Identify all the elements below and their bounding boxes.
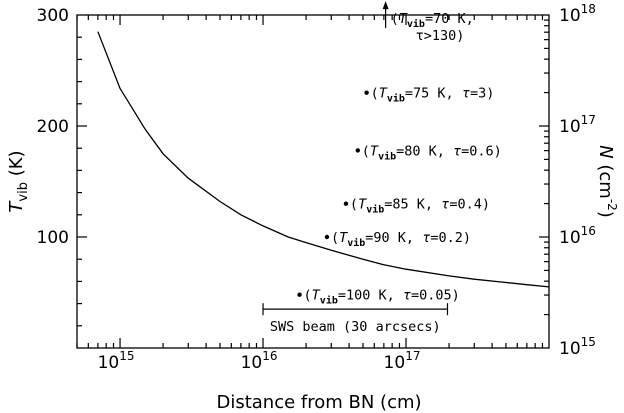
point-label: (Tvib=75 K, τ=3)	[371, 86, 495, 105]
x-tick-label: 1015	[98, 349, 135, 373]
point-label-tvib: =75 K,	[405, 86, 462, 102]
point-label-t: T	[312, 288, 321, 304]
y-right-tick-exp: 16	[581, 224, 596, 238]
data-point	[324, 234, 330, 240]
point-label-tvib: =100 K,	[338, 288, 403, 304]
point-label-sub: vib	[347, 237, 365, 249]
x-tick-base: 10	[98, 353, 120, 373]
point-label-t: T	[339, 230, 348, 246]
point-label-paren: (	[362, 143, 370, 159]
point-label-tau: τ	[462, 86, 470, 102]
y-right-label-unit: (cm	[595, 164, 616, 198]
y-left-label-unit: (K)	[6, 150, 27, 182]
upper-limit-label-line1: (Tvib=70 K,	[391, 11, 474, 30]
x-tick-exp: 15	[119, 349, 134, 363]
y-left-tick-label: 100	[37, 228, 69, 248]
y-left-label-main: T	[6, 200, 27, 213]
x-tick-base: 10	[241, 353, 263, 373]
upper-label-tvib: =70 K,	[425, 11, 474, 27]
point-label-tau-value: =0.05)	[411, 288, 460, 304]
y-right-tick-base: 10	[559, 228, 581, 248]
y-right-tick-exp: 17	[581, 113, 596, 127]
x-tick-label: 1016	[241, 349, 278, 373]
point-label-tau: τ	[403, 288, 411, 304]
point-label: (Tvib=80 K, τ=0.6)	[362, 143, 502, 162]
upper-limit-arrow-head	[382, 1, 389, 10]
y-right-label-close: )	[595, 211, 616, 218]
x-tick-label: 1017	[384, 349, 421, 373]
upper-label-paren: (	[391, 11, 399, 27]
point-label-sub: vib	[366, 204, 384, 216]
data-point	[297, 292, 302, 297]
point-label-tau-value: =3)	[470, 86, 494, 102]
y-right-tick-label: 1015	[559, 335, 596, 359]
point-label-t: T	[379, 86, 388, 102]
y-right-label-main: N	[595, 145, 616, 158]
point-label-sub: vib	[378, 150, 396, 162]
point-label-sub: vib	[387, 93, 405, 105]
y-left-tick-label: 300	[37, 6, 69, 26]
y-right-tick-exp: 18	[581, 2, 596, 16]
point-label-tau: τ	[441, 197, 449, 213]
plot-frame	[76, 14, 550, 349]
y-right-label-exp: -2	[605, 199, 619, 211]
point-label-t: T	[358, 197, 367, 213]
data-point	[355, 148, 360, 153]
y-right-axis-label: N (cm-2)	[595, 145, 619, 218]
x-tick-base: 10	[384, 353, 406, 373]
x-tick-exp: 17	[405, 349, 420, 363]
x-axis-label: Distance from BN (cm)	[216, 392, 421, 413]
point-label-tau-value: =0.2)	[430, 230, 471, 246]
point-label: (Tvib=90 K, τ=0.2)	[331, 230, 471, 249]
point-label-tvib: =80 K,	[396, 143, 453, 159]
point-label-paren: (	[350, 197, 358, 213]
point-label-tvib: =85 K,	[384, 197, 441, 213]
point-label-paren: (	[304, 288, 312, 304]
y-right-tick-base: 10	[559, 339, 581, 359]
upper-label-sub: vib	[407, 18, 425, 30]
y-right-tick-base: 10	[559, 6, 581, 26]
y-right-tick-exp: 15	[581, 335, 596, 349]
point-label-tau: τ	[453, 143, 461, 159]
data-point	[364, 90, 369, 95]
y-right-tick-base: 10	[559, 117, 581, 137]
series-line	[97, 31, 550, 288]
point-label: (Tvib=100 K, τ=0.05)	[304, 288, 460, 307]
data-point	[343, 201, 349, 206]
y-right-tick-label: 1016	[559, 224, 596, 248]
upper-limit-label-line2: τ>130)	[416, 28, 465, 44]
x-tick-exp: 16	[262, 349, 277, 363]
beam-label: SWS beam (30 arcsecs)	[270, 319, 441, 335]
point-label: (Tvib=85 K, τ=0.4)	[350, 197, 490, 216]
y-right-tick-label: 1017	[559, 113, 596, 137]
point-label-t: T	[370, 143, 379, 159]
point-label-paren: (	[331, 230, 339, 246]
point-label-tau-value: =0.4)	[449, 197, 490, 213]
point-label-tau: τ	[422, 230, 430, 246]
upper-label-line2: τ>130)	[416, 28, 465, 44]
point-label-paren: (	[371, 86, 379, 102]
point-label-tvib: =90 K,	[365, 230, 422, 246]
point-label-tau-value: =0.6)	[461, 143, 502, 159]
point-label-sub: vib	[320, 295, 338, 307]
y-left-axis-label: Tvib (K)	[6, 150, 31, 212]
y-right-tick-label: 1018	[559, 2, 596, 26]
upper-label-t: T	[399, 11, 408, 27]
y-left-tick-label: 200	[37, 117, 69, 137]
y-left-label-sub: vib	[16, 182, 31, 202]
